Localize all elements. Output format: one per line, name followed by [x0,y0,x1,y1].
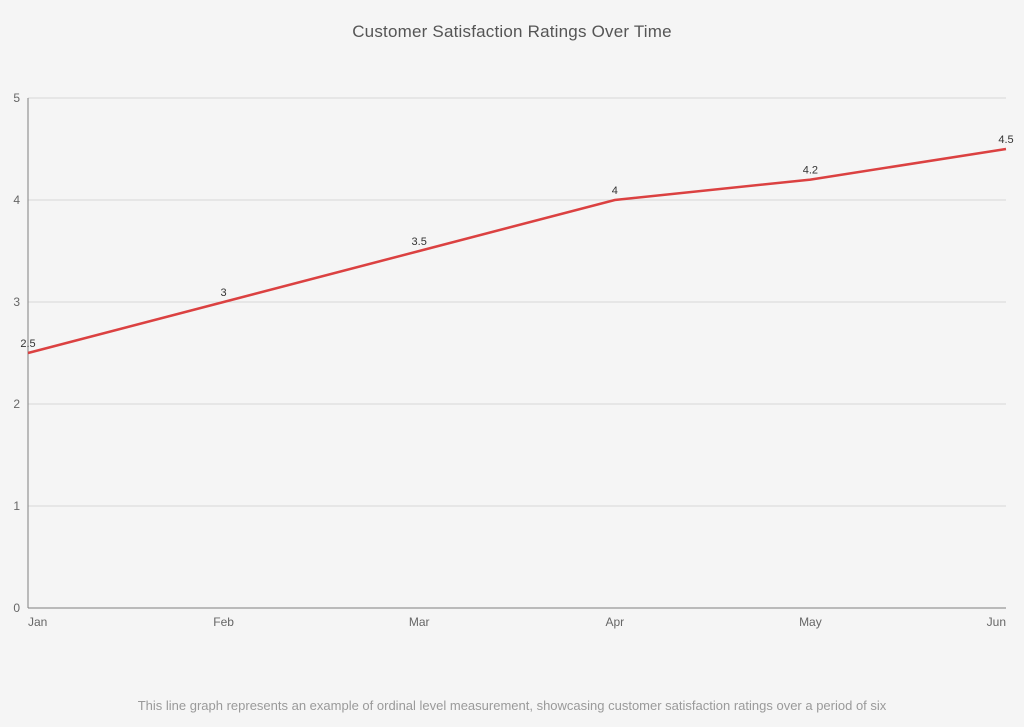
y-tick-label: 0 [13,601,20,615]
point-label: 3 [221,287,227,299]
x-tick-label: Apr [605,615,624,629]
x-tick-label: Jan [28,615,47,629]
chart-svg: 0 1 2 3 4 5 Jan Feb Mar Apr May Jun 2.5 3 3.5 4 4.2 4.5 [0,70,1024,650]
chart-plot-area: 0 1 2 3 4 5 Jan Feb Mar Apr May Jun 2.5 3 3.5 4 4.2 4.5 [0,70,1024,650]
point-label: 4.5 [998,134,1013,146]
y-tick-label: 3 [13,295,20,309]
x-tick-label: May [799,615,822,629]
point-label: 3.5 [412,236,427,248]
x-tick-label: Jun [987,615,1006,629]
chart-container: Customer Satisfaction Ratings Over Time … [0,0,1024,727]
y-tick-label: 2 [13,397,20,411]
point-label: 4.2 [803,165,818,177]
y-tick-label: 1 [13,499,20,513]
chart-caption: This line graph represents an example of… [0,698,1024,713]
x-tick-label: Mar [409,615,430,629]
y-tick-label: 5 [13,91,20,105]
y-tick-label: 4 [13,193,20,207]
point-label: 4 [612,185,618,197]
point-label: 2.5 [20,338,35,350]
x-tick-label: Feb [213,615,234,629]
chart-title: Customer Satisfaction Ratings Over Time [0,0,1024,42]
data-line [28,149,1006,353]
